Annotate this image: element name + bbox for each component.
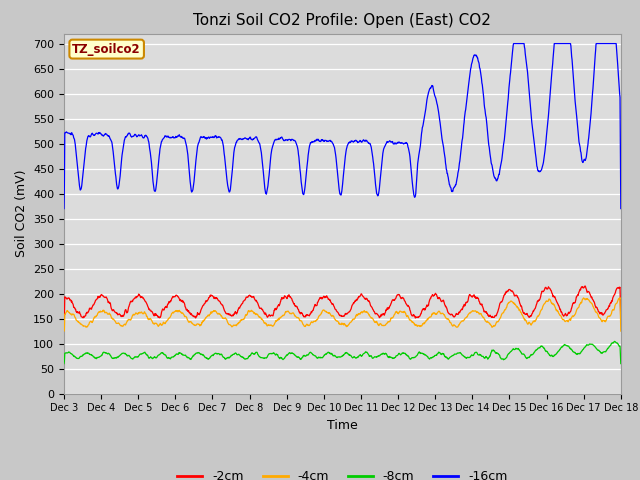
Text: TZ_soilco2: TZ_soilco2 [72,43,141,56]
Legend: -2cm, -4cm, -8cm, -16cm: -2cm, -4cm, -8cm, -16cm [172,465,513,480]
Title: Tonzi Soil CO2 Profile: Open (East) CO2: Tonzi Soil CO2 Profile: Open (East) CO2 [193,13,492,28]
Y-axis label: Soil CO2 (mV): Soil CO2 (mV) [15,170,28,257]
X-axis label: Time: Time [327,419,358,432]
